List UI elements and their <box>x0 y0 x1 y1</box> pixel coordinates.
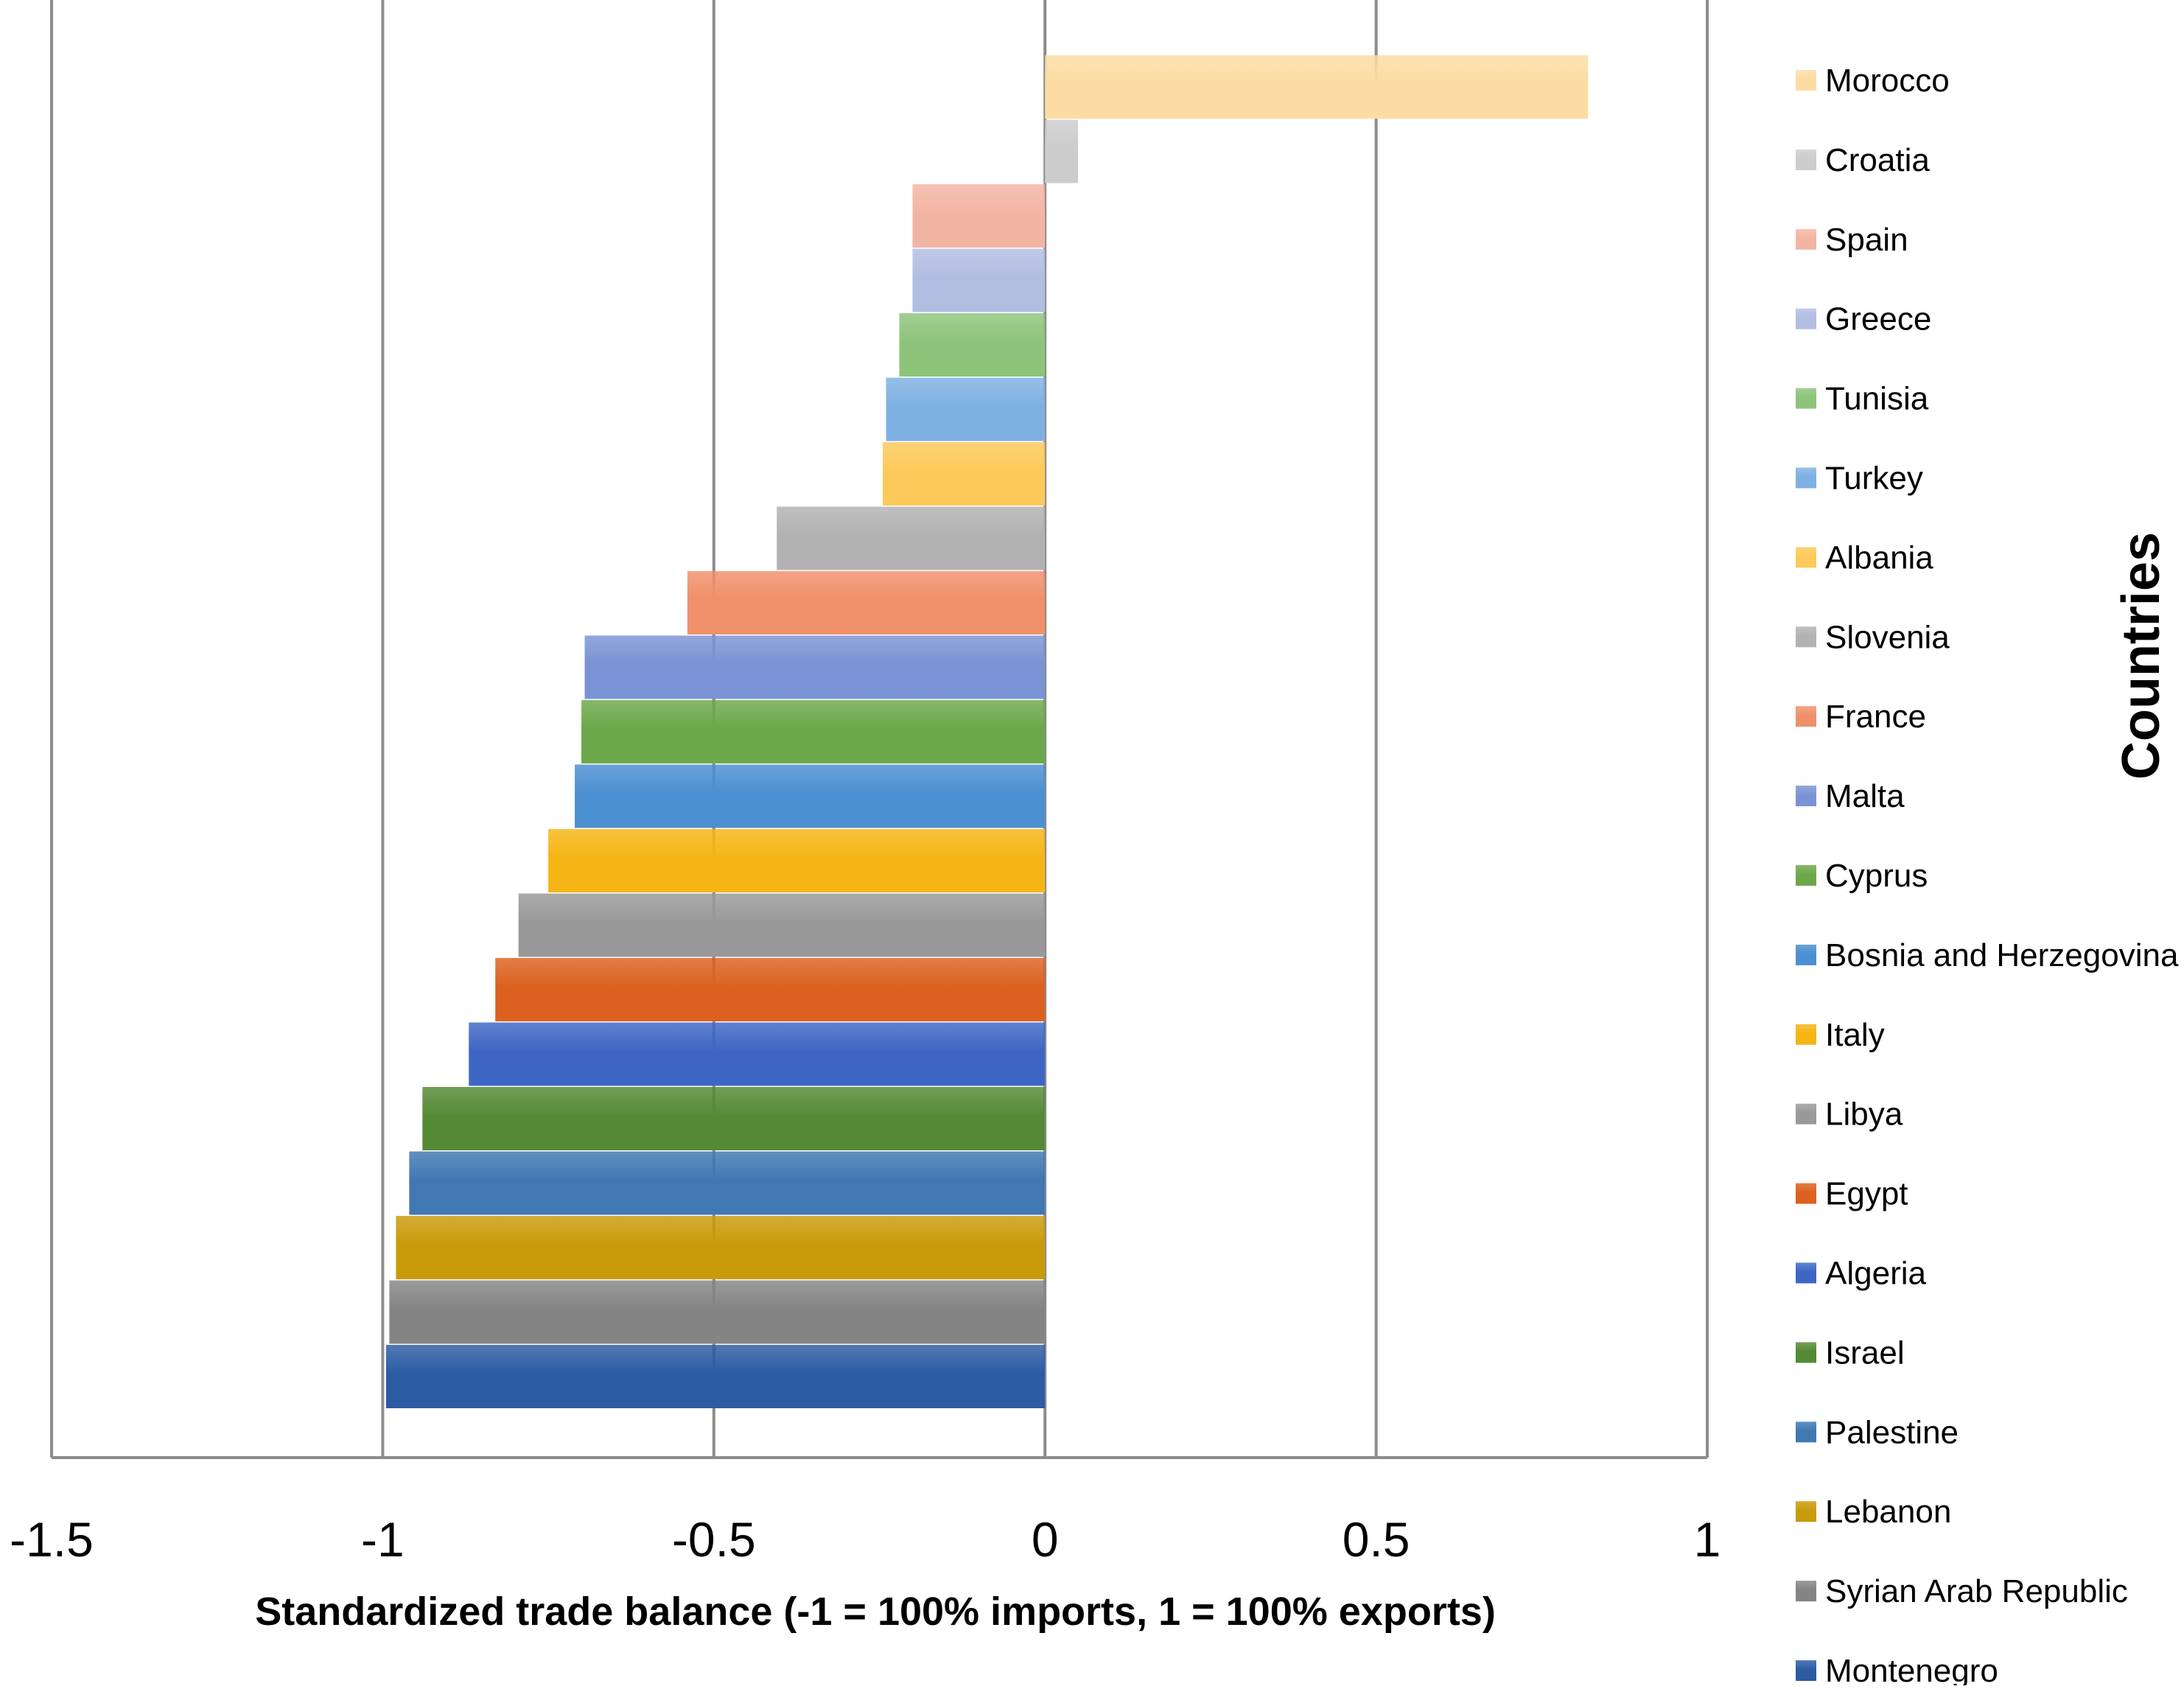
bar-lebanon <box>396 1216 1046 1279</box>
legend-label-malta: Malta <box>1825 778 1905 814</box>
bar-palestine <box>409 1151 1046 1215</box>
bar-montenegro <box>385 1345 1046 1408</box>
legend-label-palestine: Palestine <box>1825 1414 1959 1450</box>
bar-algeria <box>469 1022 1046 1086</box>
legend-label-montenegro: Montenegro <box>1825 1653 1998 1685</box>
legend-label-egypt: Egypt <box>1825 1176 1908 1212</box>
legend-swatch-italy <box>1796 1024 1816 1045</box>
bar-bosnia-and-herzegovina <box>575 764 1046 828</box>
bar-libya <box>518 893 1046 957</box>
legend-label-israel: Israel <box>1825 1335 1905 1371</box>
legend-swatch-croatia <box>1796 149 1816 170</box>
legend-label-tunisia: Tunisia <box>1825 381 1929 417</box>
legend-swatch-algeria <box>1796 1262 1816 1284</box>
bar-tunisia <box>899 313 1046 377</box>
x-axis-title: Standardized trade balance (-1 = 100% im… <box>255 1590 1496 1634</box>
bar-albania <box>882 442 1046 506</box>
legend-label-italy: Italy <box>1825 1017 1885 1053</box>
bar-malta <box>584 635 1046 699</box>
legend-swatch-malta <box>1796 786 1816 807</box>
legend-swatch-greece <box>1796 308 1816 329</box>
legend-swatch-bosnia-and-herzegovina <box>1796 944 1816 965</box>
legend-label-croatia: Croatia <box>1825 142 1930 178</box>
legend-swatch-libya <box>1796 1103 1816 1125</box>
bar-spain <box>912 184 1046 248</box>
legend-swatch-spain <box>1796 228 1816 250</box>
legend-label-bosnia-and-herzegovina: Bosnia and Herzegovina <box>1825 937 2179 973</box>
legend-swatch-france <box>1796 706 1816 727</box>
legend-label-turkey: Turkey <box>1825 461 1923 497</box>
legend-label-albania: Albania <box>1825 539 1933 576</box>
bar-cyprus <box>581 700 1046 763</box>
legend-swatch-tunisia <box>1796 388 1816 409</box>
legend-swatch-egypt <box>1796 1183 1816 1204</box>
bar-morocco <box>1045 55 1589 119</box>
bar-slovenia <box>777 506 1046 570</box>
legend-label-spain: Spain <box>1825 222 1908 258</box>
legend-label-lebanon: Lebanon <box>1825 1494 1951 1530</box>
x-tick-label: 1 <box>1694 1512 1721 1567</box>
x-tick-label: 0 <box>1032 1512 1059 1567</box>
x-tick-label: -0.5 <box>672 1512 756 1567</box>
legend-swatch-palestine <box>1796 1422 1816 1443</box>
legend-swatch-israel <box>1796 1342 1816 1363</box>
x-tick-label: -1.5 <box>10 1512 94 1567</box>
legend-swatch-morocco <box>1796 70 1816 91</box>
legend-label-libya: Libya <box>1825 1097 1903 1133</box>
bar-france <box>687 571 1046 634</box>
legend-label-morocco: Morocco <box>1825 63 1950 99</box>
legend-swatch-turkey <box>1796 467 1816 489</box>
bar-egypt <box>495 958 1046 1021</box>
bar-turkey <box>886 377 1046 441</box>
bar-greece <box>912 248 1046 312</box>
x-tick-label: -1 <box>361 1512 405 1567</box>
bar-syrian-arab-republic <box>389 1280 1046 1344</box>
legend-label-algeria: Algeria <box>1825 1256 1926 1292</box>
bar-croatia <box>1045 119 1079 183</box>
legend-label-cyprus: Cyprus <box>1825 858 1928 894</box>
y-axis-title: Countries <box>2112 532 2171 780</box>
legend-swatch-syrian-arab-republic <box>1796 1581 1816 1602</box>
legend-label-slovenia: Slovenia <box>1825 619 1950 655</box>
bar-italy <box>548 829 1046 892</box>
x-tick-label: 0.5 <box>1343 1512 1410 1567</box>
legend-swatch-albania <box>1796 547 1816 568</box>
bar-israel <box>422 1087 1046 1150</box>
legend-swatch-slovenia <box>1796 626 1816 648</box>
legend-swatch-montenegro <box>1796 1660 1816 1681</box>
legend-label-syrian-arab-republic: Syrian Arab Republic <box>1825 1573 2128 1609</box>
legend-swatch-lebanon <box>1796 1501 1816 1522</box>
legend-label-france: France <box>1825 699 1926 735</box>
legend-label-greece: Greece <box>1825 301 1931 338</box>
legend-swatch-cyprus <box>1796 865 1816 886</box>
